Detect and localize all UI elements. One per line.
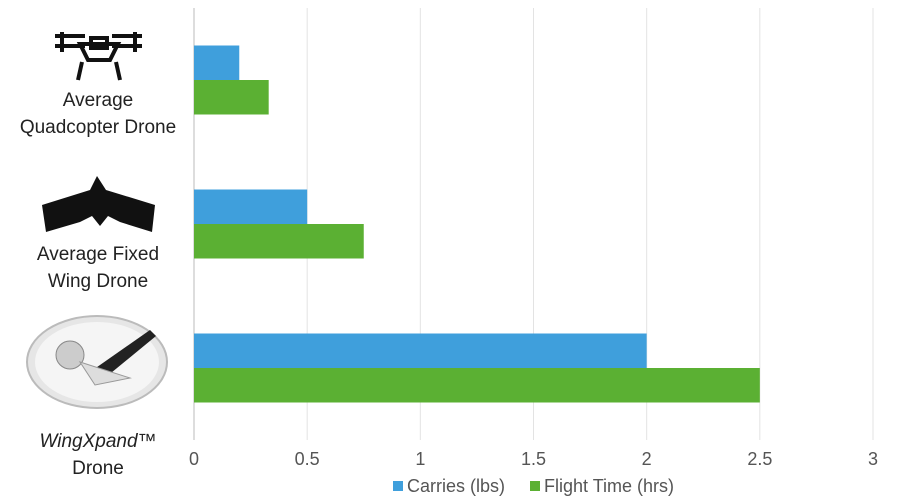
bar [194, 224, 364, 259]
legend-label: Flight Time (hrs) [544, 476, 674, 496]
category-label: Average Fixed [37, 244, 159, 265]
x-tick-label: 0.5 [295, 449, 320, 469]
x-tick-label: 3 [868, 449, 878, 469]
x-tick-label: 1 [415, 449, 425, 469]
category-label: Average [63, 90, 133, 111]
category-label: Wing Drone [48, 271, 148, 292]
legend-swatch [393, 481, 403, 491]
bar [194, 189, 308, 224]
category-label: Drone [72, 458, 124, 479]
bar [194, 45, 240, 80]
x-tick-label: 1.5 [521, 449, 546, 469]
x-tick-label: 0 [189, 449, 199, 469]
fixed-wing-icon [42, 176, 155, 232]
quadcopter-icon [55, 32, 142, 81]
category-label: Quadcopter Drone [20, 117, 176, 138]
bar [194, 80, 269, 115]
wingxpand-photo [26, 315, 168, 409]
legend-label: Carries (lbs) [407, 476, 505, 496]
legend-swatch [530, 481, 540, 491]
bar [194, 333, 647, 368]
bar [194, 368, 760, 403]
x-tick-label: 2.5 [747, 449, 772, 469]
category-label: WingXpand™ [39, 431, 156, 452]
x-tick-label: 2 [642, 449, 652, 469]
